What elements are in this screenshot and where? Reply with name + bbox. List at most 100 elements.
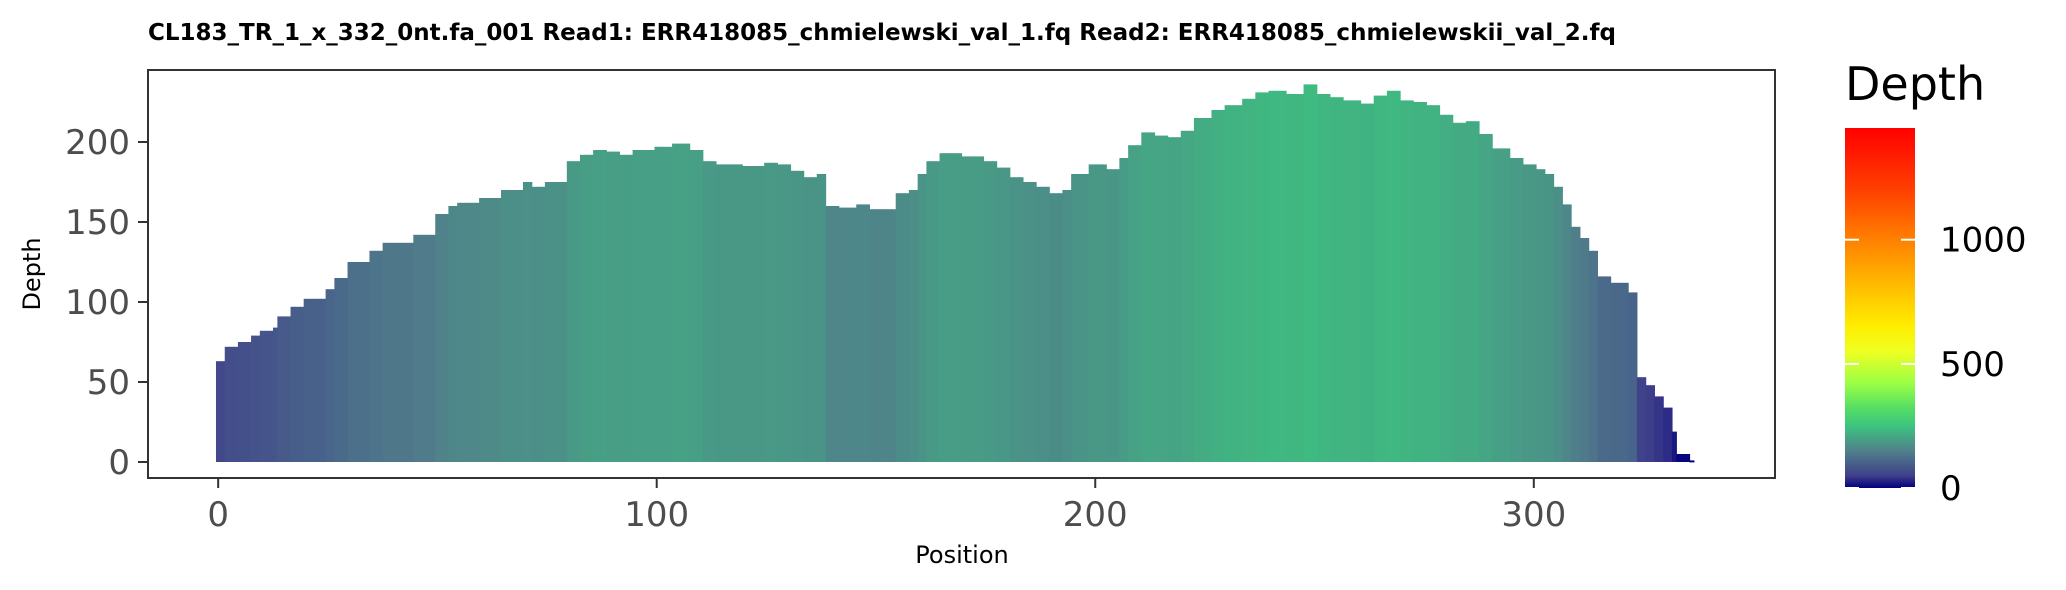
depth-bar bbox=[689, 150, 695, 462]
depth-bar bbox=[658, 146, 664, 463]
depth-bar bbox=[619, 154, 625, 463]
depth-bar bbox=[1632, 292, 1638, 462]
depth-bar bbox=[1465, 121, 1471, 462]
depth-bar bbox=[1040, 186, 1046, 463]
depth-bar bbox=[685, 143, 691, 462]
depth-bar bbox=[400, 242, 406, 462]
depth-bar bbox=[1062, 190, 1068, 462]
depth-bar bbox=[1636, 377, 1642, 462]
depth-bar bbox=[465, 202, 471, 463]
depth-bar bbox=[1119, 158, 1125, 462]
depth-bar bbox=[1277, 90, 1283, 463]
depth-bar bbox=[1421, 102, 1427, 462]
depth-bar bbox=[1566, 204, 1572, 462]
depth-bar bbox=[1452, 122, 1458, 463]
depth-bar bbox=[1053, 193, 1059, 462]
depth-bar bbox=[610, 151, 616, 462]
depth-bar bbox=[1031, 182, 1037, 462]
depth-bar bbox=[1641, 377, 1647, 462]
panel-border bbox=[147, 69, 1776, 479]
depth-bar bbox=[733, 164, 739, 462]
depth-bar bbox=[571, 161, 577, 462]
depth-bar bbox=[303, 298, 309, 462]
depth-bar bbox=[259, 330, 265, 462]
depth-bar bbox=[1540, 169, 1546, 462]
depth-bar bbox=[781, 164, 787, 462]
depth-bar bbox=[1435, 105, 1441, 462]
legend-title: Depth bbox=[1845, 57, 1985, 111]
depth-bar bbox=[838, 207, 844, 462]
depth-bar bbox=[1426, 105, 1432, 462]
depth-bar bbox=[698, 150, 704, 462]
depth-bar bbox=[1132, 145, 1138, 462]
depth-bar bbox=[1518, 158, 1524, 462]
depth-bar bbox=[1553, 186, 1559, 463]
depth-bar bbox=[281, 316, 287, 462]
depth-bar bbox=[597, 150, 603, 462]
depth-bar bbox=[917, 174, 923, 462]
depth-bar bbox=[1671, 431, 1677, 462]
depth-bar bbox=[1593, 250, 1598, 462]
depth-bar bbox=[1417, 102, 1423, 462]
depth-bar bbox=[948, 153, 954, 462]
depth-bar bbox=[1176, 137, 1182, 462]
depth-bar bbox=[1128, 145, 1134, 462]
depth-bar bbox=[321, 298, 327, 462]
depth-bar bbox=[316, 298, 322, 462]
depth-bar bbox=[816, 174, 822, 462]
depth-bar bbox=[1268, 90, 1274, 463]
depth-bar bbox=[487, 198, 493, 462]
depth-bar bbox=[1163, 135, 1169, 462]
depth-bar bbox=[1549, 174, 1555, 462]
depth-bar bbox=[1044, 186, 1050, 463]
depth-bar bbox=[1172, 137, 1177, 462]
depth-bar bbox=[926, 161, 932, 462]
depth-bar bbox=[360, 262, 366, 462]
depth-bar bbox=[1066, 190, 1072, 462]
depth-bar bbox=[1356, 100, 1362, 463]
depth-bar bbox=[1255, 92, 1261, 463]
depth-bar bbox=[347, 262, 353, 462]
depth-bar bbox=[952, 153, 958, 462]
depth-bar bbox=[1676, 454, 1682, 462]
depth-bar bbox=[1158, 135, 1164, 462]
depth-bar bbox=[1496, 148, 1502, 462]
depth-bar bbox=[650, 150, 656, 462]
depth-bar bbox=[851, 207, 857, 462]
depth-bar bbox=[1250, 98, 1256, 463]
depth-bar bbox=[707, 161, 713, 462]
depth-bar bbox=[1584, 238, 1590, 462]
depth-bar bbox=[575, 161, 581, 462]
depth-bar bbox=[1334, 97, 1340, 462]
depth-bar bbox=[790, 170, 796, 463]
x-tick-label: 0 bbox=[207, 495, 229, 535]
depth-bar bbox=[720, 164, 726, 462]
depth-bar bbox=[1290, 94, 1296, 462]
depth-bar bbox=[1535, 169, 1541, 462]
depth-bar bbox=[729, 164, 735, 462]
depth-bar bbox=[1527, 164, 1533, 462]
y-tick-label: 100 bbox=[65, 283, 130, 323]
depth-bar bbox=[325, 289, 331, 462]
depth-bar bbox=[873, 209, 879, 462]
x-axis-label: Position bbox=[915, 541, 1008, 569]
depth-bar bbox=[1391, 90, 1397, 463]
depth-bar bbox=[1562, 204, 1568, 462]
depth-bar bbox=[654, 146, 660, 463]
depth-bar bbox=[983, 161, 989, 462]
depth-bar bbox=[251, 335, 257, 462]
depth-bar bbox=[900, 193, 906, 462]
depth-bar bbox=[242, 342, 248, 462]
y-tick-label: 50 bbox=[87, 363, 130, 403]
depth-bar bbox=[1487, 134, 1493, 462]
depth-bar bbox=[663, 146, 669, 463]
depth-bar bbox=[930, 161, 936, 462]
depth-bar bbox=[1667, 407, 1673, 462]
depth-bar bbox=[1457, 122, 1463, 463]
depth-bar bbox=[970, 156, 976, 462]
depth-bar bbox=[623, 154, 629, 463]
depth-bar bbox=[799, 170, 805, 463]
depth-bar bbox=[474, 202, 480, 463]
depth-bar bbox=[505, 190, 511, 462]
